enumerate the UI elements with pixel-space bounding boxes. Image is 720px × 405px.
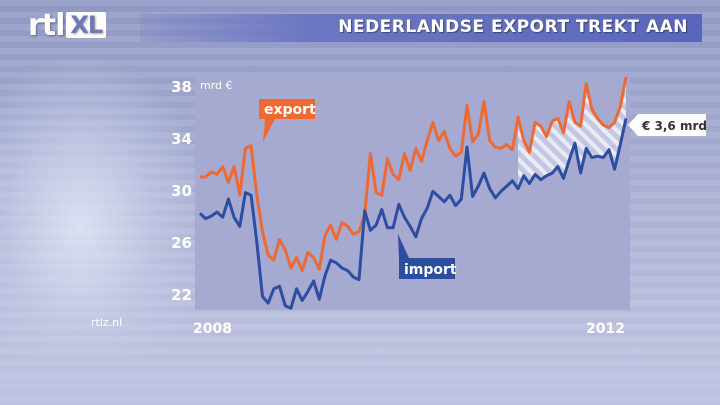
y-tick-label: 22 bbox=[171, 286, 192, 304]
x-tick-label: 2012 bbox=[586, 321, 625, 337]
import-series-label: import bbox=[398, 234, 457, 279]
gap-hatch-area bbox=[518, 76, 626, 189]
gap-annotation: € 3,6 mrd bbox=[628, 114, 707, 136]
channel-logo: rtl XL bbox=[28, 7, 107, 43]
y-tick-label: 34 bbox=[171, 130, 192, 148]
truck-photo-background bbox=[0, 60, 200, 360]
series-layer bbox=[198, 76, 628, 310]
y-tick-label: 26 bbox=[171, 234, 192, 252]
y-axis-unit-label: mrd € bbox=[200, 79, 233, 92]
logo-main: rtl bbox=[28, 7, 65, 43]
export-legend-text: export bbox=[264, 102, 316, 118]
series-line-export bbox=[200, 76, 628, 273]
gap-hatch bbox=[518, 76, 626, 189]
x-tick-label: 2008 bbox=[193, 321, 232, 337]
chart-title: NEDERLANDSE EXPORT TREKT AAN bbox=[338, 17, 688, 37]
y-tick-label: 38 bbox=[171, 78, 192, 96]
gap-annotation-text: € 3,6 mrd bbox=[641, 119, 707, 133]
y-tick-label: 30 bbox=[171, 182, 192, 200]
tick-layer: 22 26 30 34 38 bbox=[171, 78, 192, 304]
series-line-import bbox=[198, 118, 628, 310]
logo-badge: XL bbox=[66, 12, 107, 38]
road-background bbox=[0, 335, 720, 405]
title-bar: NEDERLANDSE EXPORT TREKT AAN bbox=[140, 14, 702, 42]
export-series-label: export bbox=[259, 99, 316, 142]
watermark: rtlz.nl bbox=[91, 316, 122, 329]
import-legend-text: import bbox=[404, 262, 457, 278]
